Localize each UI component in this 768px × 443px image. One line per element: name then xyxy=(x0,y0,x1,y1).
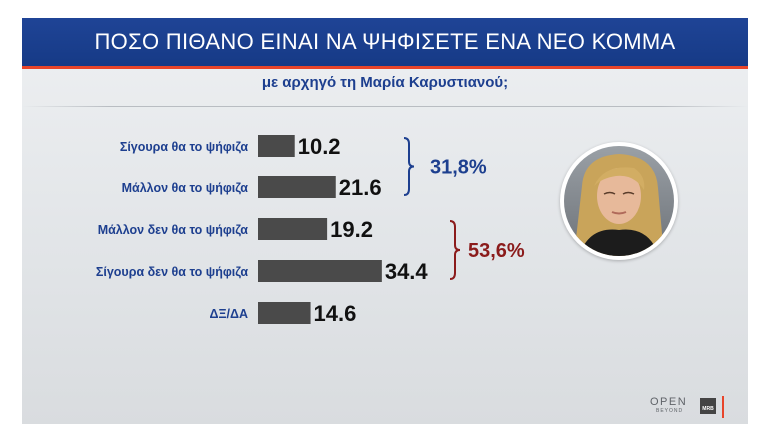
value-label: 10.2 xyxy=(298,134,341,159)
open-tv-logo: OPEN BEYOND MRB xyxy=(650,396,730,418)
category-label: ΔΞ/ΔΑ xyxy=(209,307,248,321)
mrb-logo: MRB xyxy=(700,398,716,414)
bar xyxy=(258,302,311,324)
title-bar: ΠΟΣΟ ΠΙΘΑΝΟ ΕΙΝΑΙ ΝΑ ΨΗΦΙΣΕΤΕ ΕΝΑ ΝΕΟ ΚΟ… xyxy=(22,18,748,69)
bar xyxy=(258,135,295,157)
group-total-label: 31,8% xyxy=(430,157,487,179)
logo-open-text: OPEN xyxy=(650,396,688,408)
bar-chart: Σίγουρα θα το ψήφιζα 10.2 Μάλλον θα το ψήφ… xyxy=(96,134,525,326)
portrait-photo-icon xyxy=(560,142,678,260)
value-label: 34.4 xyxy=(385,259,429,284)
page-title: ΠΟΣΟ ΠΙΘΑΝΟ ΕΙΝΑΙ ΝΑ ΨΗΦΙΣΕΤΕ ΕΝΑ ΝΕΟ ΚΟ… xyxy=(94,29,676,54)
value-label: 21.6 xyxy=(339,175,382,200)
subtitle-divider xyxy=(22,106,748,107)
group-bracket xyxy=(449,220,461,280)
category-label: Σίγουρα θα το ψήφιζα xyxy=(120,140,249,154)
bar xyxy=(258,260,382,282)
category-label: Μάλλον θα το ψήφιζα xyxy=(122,181,249,195)
value-label: 14.6 xyxy=(314,301,357,326)
logo-beyond-text: BEYOND xyxy=(656,408,684,414)
bar xyxy=(258,218,328,240)
logo-accent-bar xyxy=(722,396,724,418)
category-label: Μάλλον δεν θα το ψήφιζα xyxy=(98,223,249,237)
bar xyxy=(258,176,336,198)
group-total-label: 53,6% xyxy=(468,240,525,262)
group-bracket xyxy=(403,137,415,196)
chart-subtitle: με αρχηγό τη Μαρία Καρυστιανού; xyxy=(261,74,509,91)
value-label: 19.2 xyxy=(330,217,373,242)
category-label: Σίγουρα δεν θα το ψήφιζα xyxy=(96,265,248,279)
chart-frame: ΠΟΣΟ ΠΙΘΑΝΟ ΕΙΝΑΙ ΝΑ ΨΗΦΙΣΕΤΕ ΕΝΑ ΝΕΟ ΚΟ… xyxy=(22,18,748,424)
